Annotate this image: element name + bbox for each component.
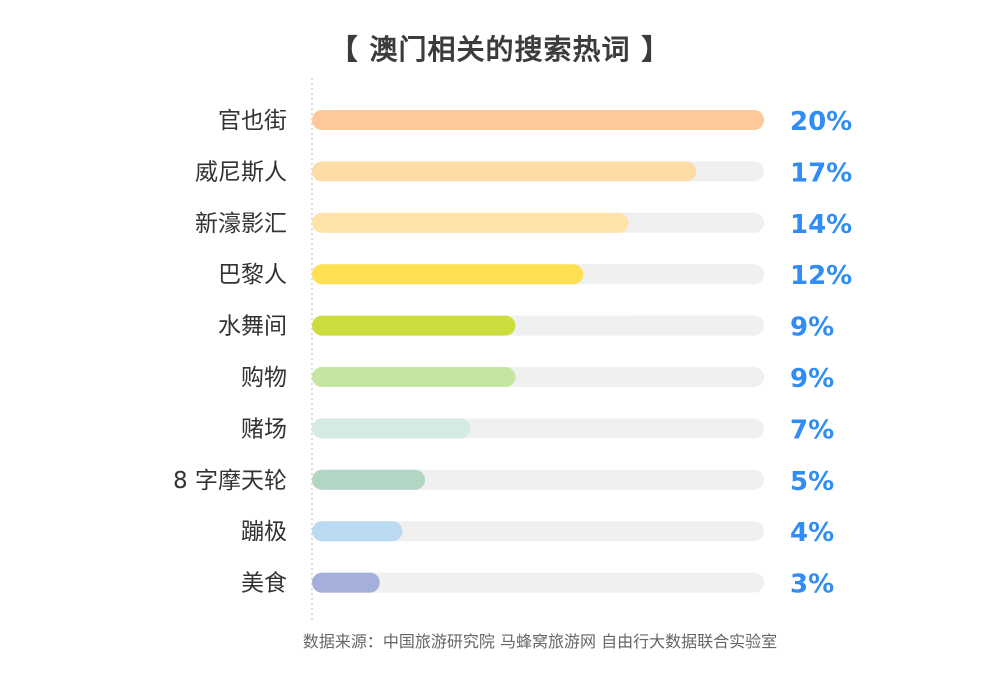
bar [312, 572, 380, 593]
value-label: 4% [790, 518, 834, 548]
bar [312, 367, 516, 387]
bar-track [312, 521, 764, 542]
value-label: 14% [790, 210, 852, 240]
category-label: 威尼斯人 [195, 159, 287, 185]
value-label: 17% [790, 158, 852, 188]
category-label: 购物 [241, 365, 287, 391]
bar [312, 521, 403, 542]
value-label: 9% [790, 313, 834, 343]
value-label: 7% [790, 415, 834, 445]
bar [312, 264, 584, 285]
bar [312, 469, 425, 490]
category-label: 水舞间 [218, 314, 287, 340]
bar [312, 418, 471, 439]
category-label: 巴黎人 [218, 262, 287, 288]
source-note: 数据来源：中国旅游研究院 马蜂窝旅游网 自由行大数据联合实验室 [302, 632, 778, 651]
category-label: 赌场 [241, 416, 287, 442]
value-label: 9% [790, 364, 834, 394]
bar-track [312, 572, 764, 593]
bar-track [312, 469, 764, 490]
value-label: 3% [790, 570, 834, 600]
value-label: 12% [790, 261, 852, 291]
value-label: 5% [790, 467, 834, 497]
category-label: 蹦极 [241, 519, 287, 545]
bar [312, 315, 516, 336]
category-label: 美食 [241, 571, 287, 597]
bar [312, 161, 697, 182]
category-label: 新濠影汇 [195, 211, 287, 237]
chart-title: 【 澳门相关的搜索热词 】 [329, 33, 671, 66]
category-label: 8 字摩天轮 [173, 468, 287, 494]
bar [312, 110, 764, 130]
value-label: 20% [790, 107, 852, 137]
bar [312, 212, 629, 233]
category-label: 官也街 [218, 108, 287, 134]
